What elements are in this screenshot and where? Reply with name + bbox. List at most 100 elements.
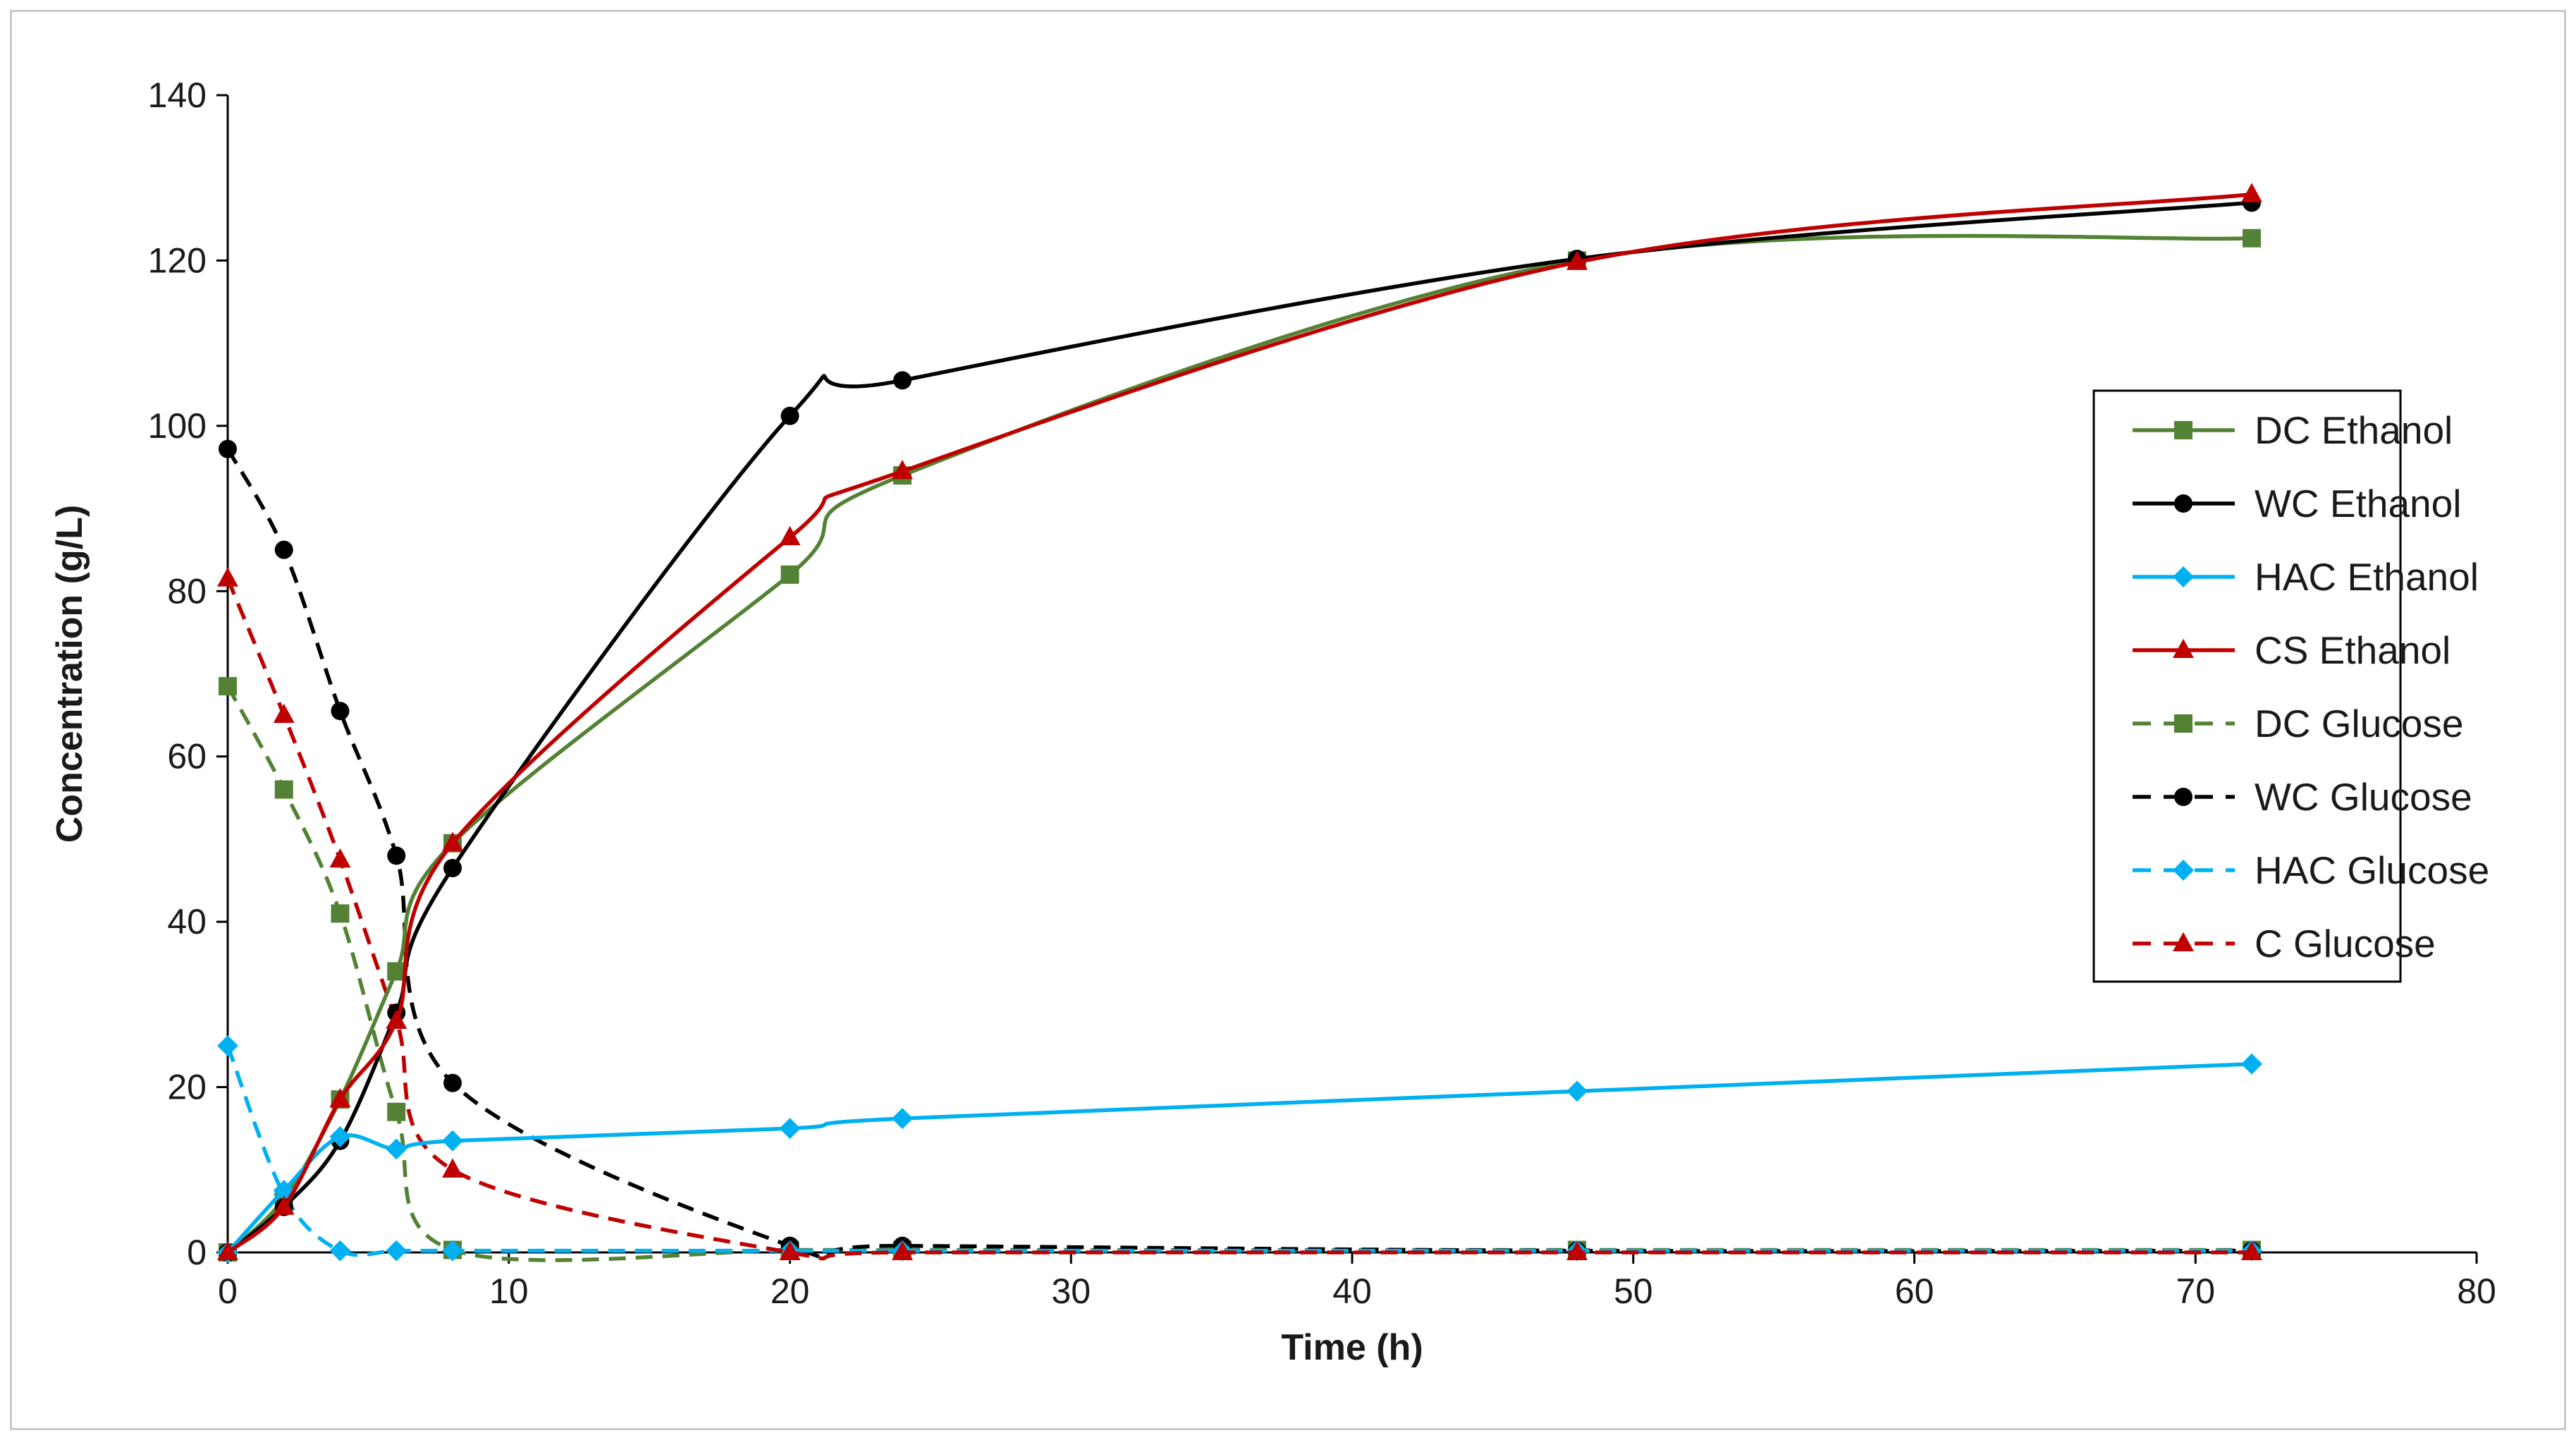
data-point <box>779 1118 801 1140</box>
legend-swatch-marker <box>2173 860 2194 881</box>
x-tick-label: 30 <box>1051 1271 1091 1311</box>
legend-label: CS Ethanol <box>2255 628 2451 672</box>
data-point <box>1566 1080 1588 1102</box>
legend-label: WC Ethanol <box>2255 482 2461 525</box>
legend-swatch-marker <box>2174 714 2192 733</box>
data-point <box>331 904 350 923</box>
data-point <box>217 1035 238 1056</box>
data-point <box>273 1195 295 1215</box>
y-ticks: 0 20 40 60 80 100 120 140 <box>148 75 228 1272</box>
legend-label: C Glucose <box>2255 922 2436 965</box>
x-axis-title: Time (h) <box>1281 1327 1423 1368</box>
y-tick-label: 40 <box>167 902 207 941</box>
legend-item: HAC Glucose <box>2133 848 2489 892</box>
legend-item: CS Ethanol <box>2133 628 2451 672</box>
legend-label: DC Glucose <box>2255 702 2463 745</box>
data-point <box>274 780 293 799</box>
x-tick-label: 60 <box>1895 1271 1934 1311</box>
series-cs-ethanol <box>217 183 2262 1261</box>
data-point <box>387 1102 406 1121</box>
legend-box <box>2092 389 2402 983</box>
data-point <box>219 677 237 696</box>
series-line <box>226 685 2252 1262</box>
data-point <box>331 702 350 721</box>
legend: DC Ethanol WC Ethanol HAC Ethanol CS Ethano… <box>2092 389 2489 983</box>
series-line <box>226 578 2252 1261</box>
legend-label: WC Glucose <box>2255 775 2472 819</box>
data-point <box>779 1240 801 1261</box>
data-point <box>386 1240 407 1262</box>
data-point <box>442 1130 463 1152</box>
data-point <box>329 1240 351 1262</box>
y-tick-label: 0 <box>187 1233 207 1272</box>
series-dc-ethanol <box>219 228 2261 1262</box>
data-point <box>892 460 913 480</box>
data-point <box>780 406 799 425</box>
data-point <box>386 1138 407 1160</box>
x-ticks: 0 10 20 30 40 50 60 70 80 <box>218 1252 2496 1311</box>
legend-item: C Glucose <box>2133 922 2436 965</box>
legend-label: DC Ethanol <box>2255 408 2453 452</box>
x-tick-label: 0 <box>218 1271 238 1311</box>
data-point <box>2241 1053 2262 1075</box>
data-point <box>329 1087 351 1108</box>
data-point <box>273 703 295 724</box>
series-line <box>226 1062 2252 1254</box>
series-hac-glucose <box>217 1035 2262 1262</box>
legend-swatch-marker <box>2174 494 2192 513</box>
data-point <box>893 371 912 390</box>
data-point <box>2243 228 2261 248</box>
legend-item: DC Glucose <box>2133 702 2463 745</box>
data-point <box>387 962 406 981</box>
legend-swatch-marker <box>2173 638 2194 659</box>
data-point <box>1566 250 1588 270</box>
series-layer <box>217 183 2262 1263</box>
series-hac-ethanol <box>217 1053 2262 1263</box>
data-point <box>780 565 799 584</box>
data-point <box>217 567 238 587</box>
x-tick-label: 10 <box>489 1271 529 1311</box>
data-point <box>443 858 462 877</box>
data-point <box>1566 1240 1588 1261</box>
legend-swatch-marker <box>2174 421 2192 439</box>
axes: 0 20 40 60 80 100 120 140 0 10 20 30 40 50 60 70 80 <box>148 75 2496 1311</box>
series-c-glucose <box>217 567 2262 1261</box>
data-point <box>217 1240 238 1261</box>
legend-swatch-marker <box>2174 788 2192 806</box>
data-point <box>892 1108 913 1130</box>
data-point <box>2241 1240 2262 1261</box>
legend-item: WC Ethanol <box>2133 482 2461 525</box>
data-point <box>273 1180 295 1202</box>
legend-item: HAC Ethanol <box>2133 555 2479 599</box>
data-point <box>329 1125 351 1147</box>
x-tick-label: 50 <box>1614 1271 1653 1311</box>
data-point <box>442 831 463 851</box>
x-tick-label: 40 <box>1332 1271 1372 1311</box>
x-tick-label: 80 <box>2457 1271 2496 1311</box>
data-point <box>329 848 351 868</box>
data-point <box>219 439 237 458</box>
legend-swatch-marker <box>2173 566 2194 587</box>
data-point <box>443 1073 462 1092</box>
data-point <box>274 540 293 559</box>
y-axis-title: Concentration (g/L) <box>49 505 90 843</box>
data-point <box>386 1009 407 1029</box>
data-point <box>387 846 406 865</box>
data-point <box>2241 183 2262 202</box>
x-tick-label: 20 <box>771 1271 810 1311</box>
legend-item: DC Ethanol <box>2133 408 2453 452</box>
legend-label: HAC Ethanol <box>2255 555 2479 599</box>
y-tick-label: 100 <box>148 406 207 446</box>
x-tick-label: 70 <box>2176 1271 2215 1311</box>
legend-swatch-marker <box>2173 932 2194 952</box>
y-tick-label: 60 <box>167 737 207 776</box>
y-tick-label: 20 <box>167 1068 207 1107</box>
data-point <box>892 1240 913 1261</box>
legend-label: HAC Glucose <box>2255 848 2489 892</box>
series-line <box>226 200 2252 1255</box>
y-tick-label: 80 <box>167 571 207 611</box>
data-point <box>779 525 801 546</box>
legend-item: WC Glucose <box>2133 775 2472 819</box>
y-tick-label: 120 <box>148 240 207 280</box>
